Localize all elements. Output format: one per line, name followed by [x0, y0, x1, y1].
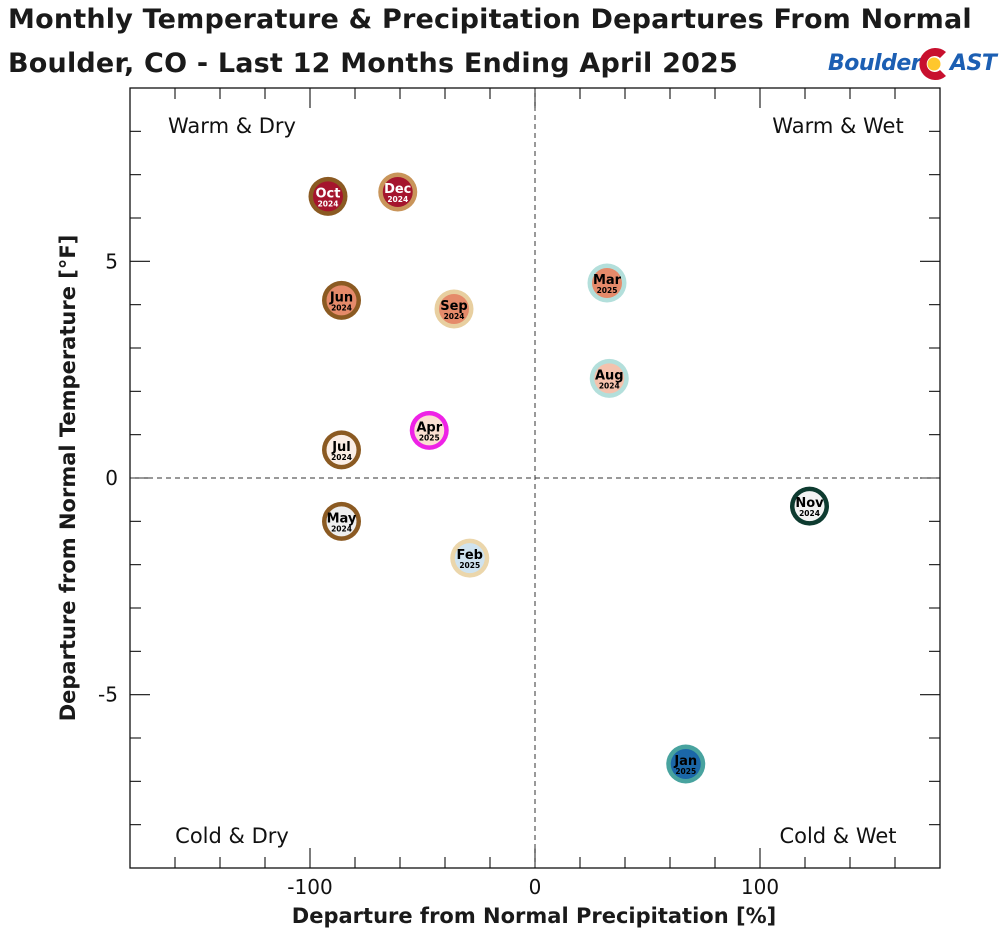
quadrant-label-cold-dry: Cold & Dry — [175, 824, 289, 848]
point-month-label: Dec — [384, 182, 411, 197]
x-tick-label: -100 — [287, 875, 332, 899]
point-year-label: 2024 — [331, 453, 352, 462]
point-month-label: Sep — [440, 299, 468, 314]
point-year-label: 2025 — [419, 433, 440, 442]
quadrant-label-warm-dry: Warm & Dry — [168, 114, 296, 138]
point-fill — [794, 491, 825, 522]
point-fill — [594, 363, 625, 394]
point-year-label: 2024 — [444, 312, 465, 321]
bouldercast-logo: Boulder AST — [828, 42, 997, 86]
point-fill — [439, 294, 469, 324]
point-month-label: Oct — [316, 186, 341, 201]
point-fill — [313, 181, 343, 212]
point-year-label: 2024 — [331, 524, 352, 533]
point-fill — [670, 749, 701, 779]
plot-frame — [129, 87, 941, 869]
point-year-label: 2025 — [675, 767, 696, 776]
point-fill — [326, 285, 357, 316]
tick-marks — [130, 88, 940, 868]
point-month-label: Jan — [673, 754, 697, 769]
point-fill — [592, 268, 622, 298]
x-tick-label: 100 — [741, 875, 779, 899]
x-axis-label: Departure from Normal Precipitation [%] — [292, 904, 776, 928]
quadrant-label-warm-wet: Warm & Wet — [772, 114, 903, 138]
y-tick-label: -5 — [98, 683, 118, 707]
point-month-label: Jul — [331, 440, 351, 455]
point-year-label: 2025 — [459, 561, 480, 570]
point-fill — [326, 434, 357, 465]
point-month-label: Aug — [595, 368, 624, 383]
point-month-label: Nov — [795, 496, 824, 511]
chart-title-line-2: Boulder, CO - Last 12 Months Ending Apri… — [8, 48, 739, 79]
point-month-label: Apr — [416, 420, 442, 435]
point-year-label: 2024 — [331, 303, 352, 312]
quadrant-label-cold-wet: Cold & Wet — [779, 824, 896, 848]
y-tick-label: 5 — [105, 249, 118, 273]
x-tick-label: 0 — [529, 875, 542, 899]
y-tick-label: 0 — [105, 466, 118, 490]
point-fill — [382, 177, 413, 207]
point-year-label: 2024 — [799, 509, 820, 518]
logo-text-right: AST — [950, 51, 997, 76]
point-month-label: Feb — [457, 548, 483, 563]
point-year-label: 2024 — [387, 195, 408, 204]
point-year-label: 2024 — [318, 199, 339, 208]
point-month-label: Mar — [593, 273, 622, 288]
tick-labels: -100 0 100 -5 0 5 — [98, 249, 779, 899]
point-year-label: 2025 — [597, 286, 618, 295]
chart-title-line-1: Monthly Temperature & Precipitation Depa… — [8, 4, 972, 35]
logo-text-left: Boulder — [828, 51, 922, 76]
point-fill — [454, 543, 485, 574]
point-fill — [326, 506, 357, 537]
point-month-label: May — [327, 511, 357, 526]
colorado-c-icon — [919, 48, 946, 80]
y-axis-label: Departure from Normal Temperature [°F] — [56, 235, 80, 722]
point-month-label: Jun — [329, 290, 353, 305]
point-fill — [414, 415, 445, 446]
point-year-label: 2024 — [599, 381, 620, 390]
